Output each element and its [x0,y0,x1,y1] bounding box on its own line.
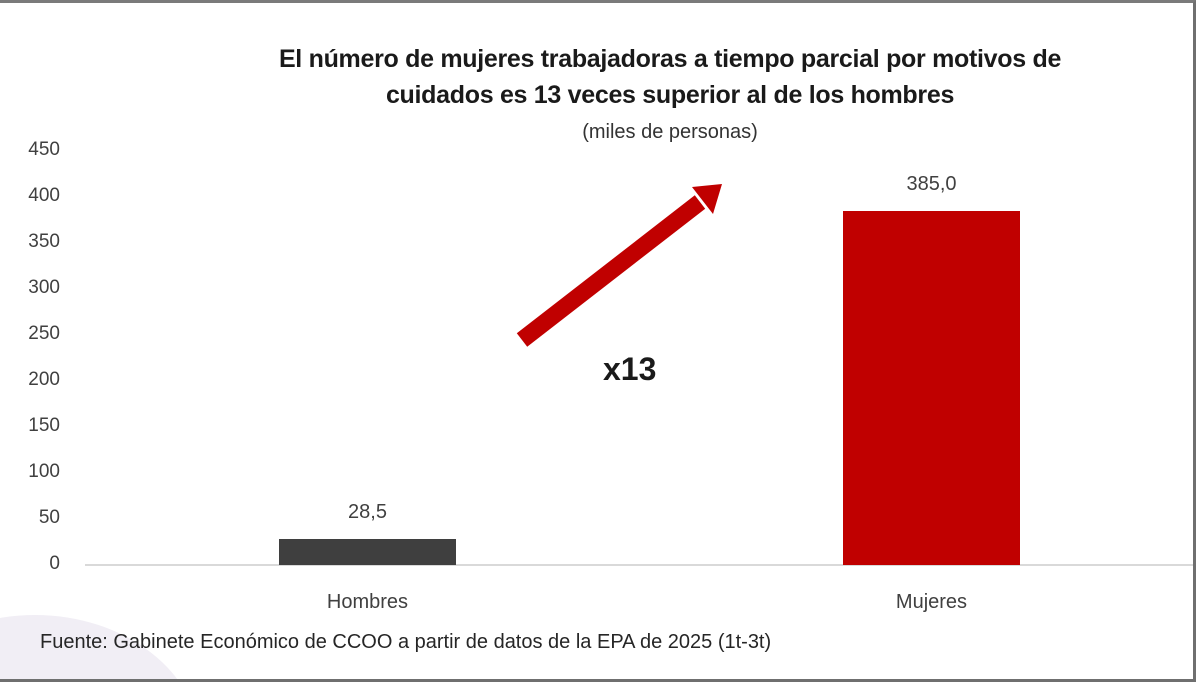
growth-arrow-icon [516,184,722,347]
y-tick-label: 400 [28,185,60,206]
y-tick-label: 150 [28,415,60,436]
bar-mujeres [843,210,1020,565]
source-note: Fuente: Gabinete Económico de CCOO a par… [40,631,772,653]
y-tick-label: 50 [38,507,60,528]
x-axis-baseline [85,564,1193,566]
y-tick-label: 250 [28,323,60,344]
multiplier-annotation: x13 [603,351,657,387]
bar-hombres [279,538,456,565]
chart-subtitle: (miles de personas) [582,121,758,143]
chart-title-line-1: El número de mujeres trabajadoras a tiem… [278,45,1062,73]
chart-title-line-2: cuidados es 13 veces superior al de los … [385,81,955,109]
y-tick-label: 200 [28,369,60,390]
category-label-hombres: Hombres [326,591,409,613]
y-tick-label: 100 [28,461,60,482]
y-tick-label: 350 [28,231,60,252]
value-label-mujeres: 385,0 [906,172,957,195]
y-tick-label: 0 [49,553,60,574]
category-label-mujeres: Mujeres [895,591,968,613]
value-label-hombres: 28,5 [348,500,387,523]
chart-title: El número de mujeres trabajadoras a tiem… [160,41,1180,113]
y-tick-label: 300 [28,277,60,298]
y-tick-label: 450 [28,139,60,160]
